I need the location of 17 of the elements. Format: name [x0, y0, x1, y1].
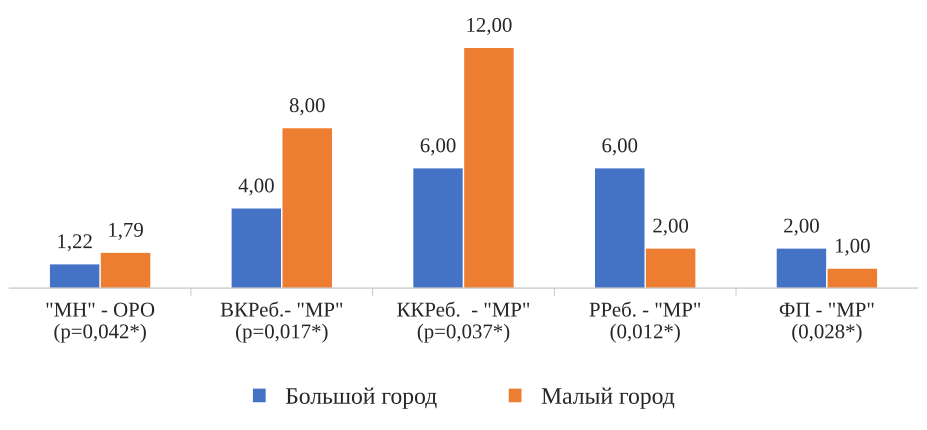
- data-label: 1,79: [109, 222, 143, 240]
- data-label: 12,00: [467, 18, 512, 35]
- x-tick-label: РРеб. - "МР" (0,012*): [590, 302, 700, 343]
- data-label: 8,00: [290, 98, 325, 116]
- data-label: 2,00: [784, 218, 819, 236]
- data-label: 6,00: [602, 138, 638, 156]
- data-label: 6,00: [420, 138, 456, 156]
- legend-label: Малый город: [542, 388, 674, 409]
- data-label: 2,00: [653, 218, 688, 236]
- x-tick-label: "МН" - ОРО (p=0,042*): [46, 302, 154, 343]
- data-label: 4,00: [238, 178, 274, 196]
- data-label: 1,22: [58, 234, 92, 252]
- x-tick-label: ФП - "МР" (0,028*): [780, 302, 874, 343]
- x-tick-label: ККРеб. - "МР" (p=0,037*): [397, 302, 530, 343]
- legend-label: Большой город: [286, 388, 437, 409]
- data-label: 1,00: [836, 238, 870, 256]
- x-tick-label: ВКРеб.- "МР" (p=0,017*): [220, 302, 342, 343]
